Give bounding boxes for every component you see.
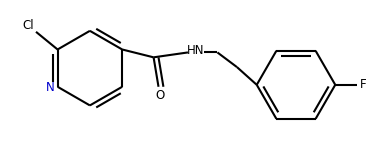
Text: F: F [359, 78, 366, 91]
Text: Cl: Cl [22, 20, 34, 32]
Text: HN: HN [187, 44, 204, 57]
Text: O: O [156, 89, 165, 102]
Text: N: N [46, 81, 55, 94]
